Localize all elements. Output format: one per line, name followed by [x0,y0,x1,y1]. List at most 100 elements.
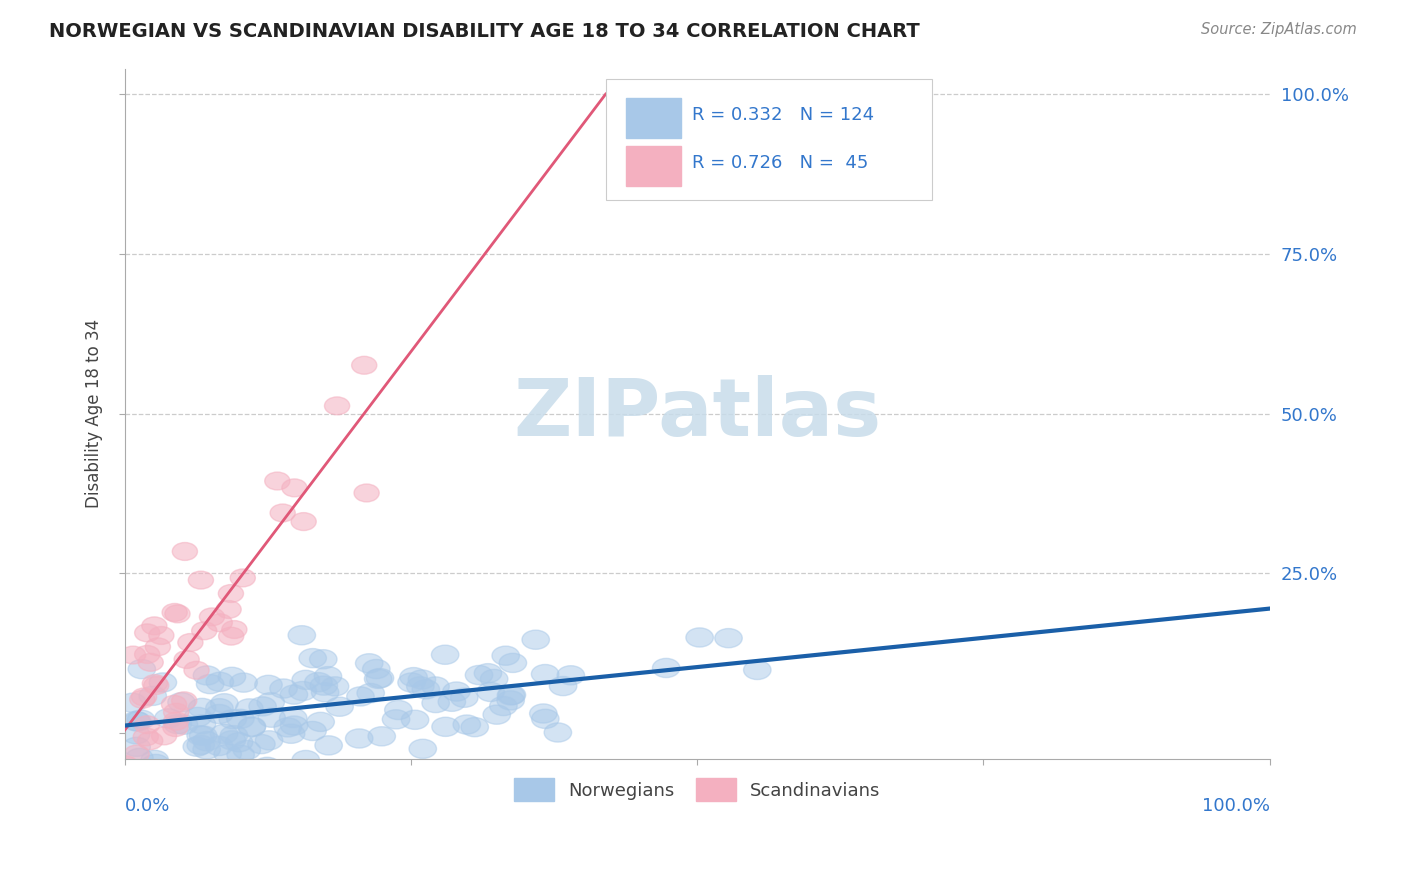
Ellipse shape [314,666,342,686]
Ellipse shape [481,669,508,689]
Ellipse shape [163,712,188,730]
Ellipse shape [170,715,198,734]
Ellipse shape [238,717,266,737]
Ellipse shape [193,665,221,685]
Ellipse shape [368,727,395,746]
Ellipse shape [125,748,153,767]
Ellipse shape [120,693,146,713]
Ellipse shape [138,653,163,672]
Ellipse shape [257,693,284,712]
Ellipse shape [222,621,247,639]
Ellipse shape [357,683,384,703]
Ellipse shape [477,682,505,701]
Text: NORWEGIAN VS SCANDINAVIAN DISABILITY AGE 18 TO 34 CORRELATION CHART: NORWEGIAN VS SCANDINAVIAN DISABILITY AGE… [49,22,920,41]
Ellipse shape [205,705,233,723]
Ellipse shape [184,661,209,679]
Ellipse shape [498,686,524,705]
Ellipse shape [112,756,138,773]
Legend: Norwegians, Scandinavians: Norwegians, Scandinavians [506,771,887,808]
Ellipse shape [422,677,450,696]
Ellipse shape [264,472,290,490]
Ellipse shape [315,736,343,755]
Text: 100.0%: 100.0% [1202,797,1270,814]
Ellipse shape [408,670,436,690]
Ellipse shape [155,709,181,728]
Ellipse shape [183,737,211,756]
Ellipse shape [307,713,335,731]
Ellipse shape [152,727,177,745]
Ellipse shape [124,745,149,763]
Ellipse shape [188,714,215,734]
Ellipse shape [163,703,188,722]
Ellipse shape [291,513,316,531]
Ellipse shape [205,698,233,718]
Text: Source: ZipAtlas.com: Source: ZipAtlas.com [1201,22,1357,37]
Ellipse shape [173,542,197,560]
Ellipse shape [277,724,305,743]
Ellipse shape [142,755,170,773]
Ellipse shape [197,761,224,780]
Ellipse shape [254,675,283,695]
Ellipse shape [218,731,246,750]
Ellipse shape [354,484,380,502]
Ellipse shape [149,626,174,644]
FancyBboxPatch shape [626,97,682,137]
Ellipse shape [257,708,285,727]
Ellipse shape [652,658,681,678]
Ellipse shape [138,731,163,749]
Ellipse shape [346,729,373,748]
Ellipse shape [292,750,319,770]
Ellipse shape [139,772,165,789]
Ellipse shape [280,685,308,704]
Ellipse shape [256,731,283,750]
Ellipse shape [190,726,217,745]
Ellipse shape [142,617,167,635]
Ellipse shape [165,605,190,623]
Ellipse shape [236,698,263,718]
Ellipse shape [550,676,576,696]
Ellipse shape [122,738,150,756]
Ellipse shape [290,681,316,700]
Ellipse shape [270,679,297,698]
FancyBboxPatch shape [626,145,682,186]
Ellipse shape [280,708,307,728]
Ellipse shape [149,673,177,692]
Ellipse shape [385,700,412,720]
Ellipse shape [305,673,332,692]
Text: 0.0%: 0.0% [125,797,170,814]
Ellipse shape [221,725,247,745]
Ellipse shape [165,714,191,734]
Ellipse shape [135,715,160,734]
Text: R = 0.726   N =  45: R = 0.726 N = 45 [692,154,868,172]
Ellipse shape [498,685,526,705]
Ellipse shape [193,739,221,759]
Ellipse shape [135,624,160,642]
Ellipse shape [162,696,187,714]
Ellipse shape [281,479,307,497]
Ellipse shape [225,732,253,752]
Ellipse shape [401,710,429,730]
Ellipse shape [325,397,350,415]
Ellipse shape [522,630,550,649]
Ellipse shape [187,735,215,755]
Text: R = 0.332   N = 124: R = 0.332 N = 124 [692,106,873,124]
Ellipse shape [211,694,238,713]
Ellipse shape [382,710,409,729]
Ellipse shape [439,692,465,711]
Ellipse shape [219,710,246,729]
Ellipse shape [450,689,478,707]
Ellipse shape [191,622,217,640]
Ellipse shape [461,717,488,737]
Ellipse shape [121,646,146,664]
Ellipse shape [205,737,233,756]
Ellipse shape [412,680,440,699]
Ellipse shape [122,724,150,744]
Ellipse shape [141,750,169,770]
Ellipse shape [193,731,221,751]
Ellipse shape [162,604,187,622]
Ellipse shape [299,722,326,740]
Ellipse shape [499,653,527,673]
Ellipse shape [280,716,308,735]
Ellipse shape [249,697,277,716]
Ellipse shape [309,649,337,669]
